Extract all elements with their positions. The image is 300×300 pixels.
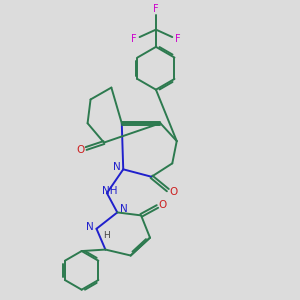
Text: N: N [120,204,128,214]
Text: N: N [113,162,121,172]
Text: O: O [169,187,177,196]
Text: N: N [86,222,94,232]
Text: H: H [103,231,110,240]
Text: F: F [131,34,137,44]
Text: O: O [76,145,85,155]
Text: F: F [153,4,159,14]
Text: F: F [175,34,181,44]
Text: O: O [159,200,167,210]
Text: NH: NH [102,186,118,196]
